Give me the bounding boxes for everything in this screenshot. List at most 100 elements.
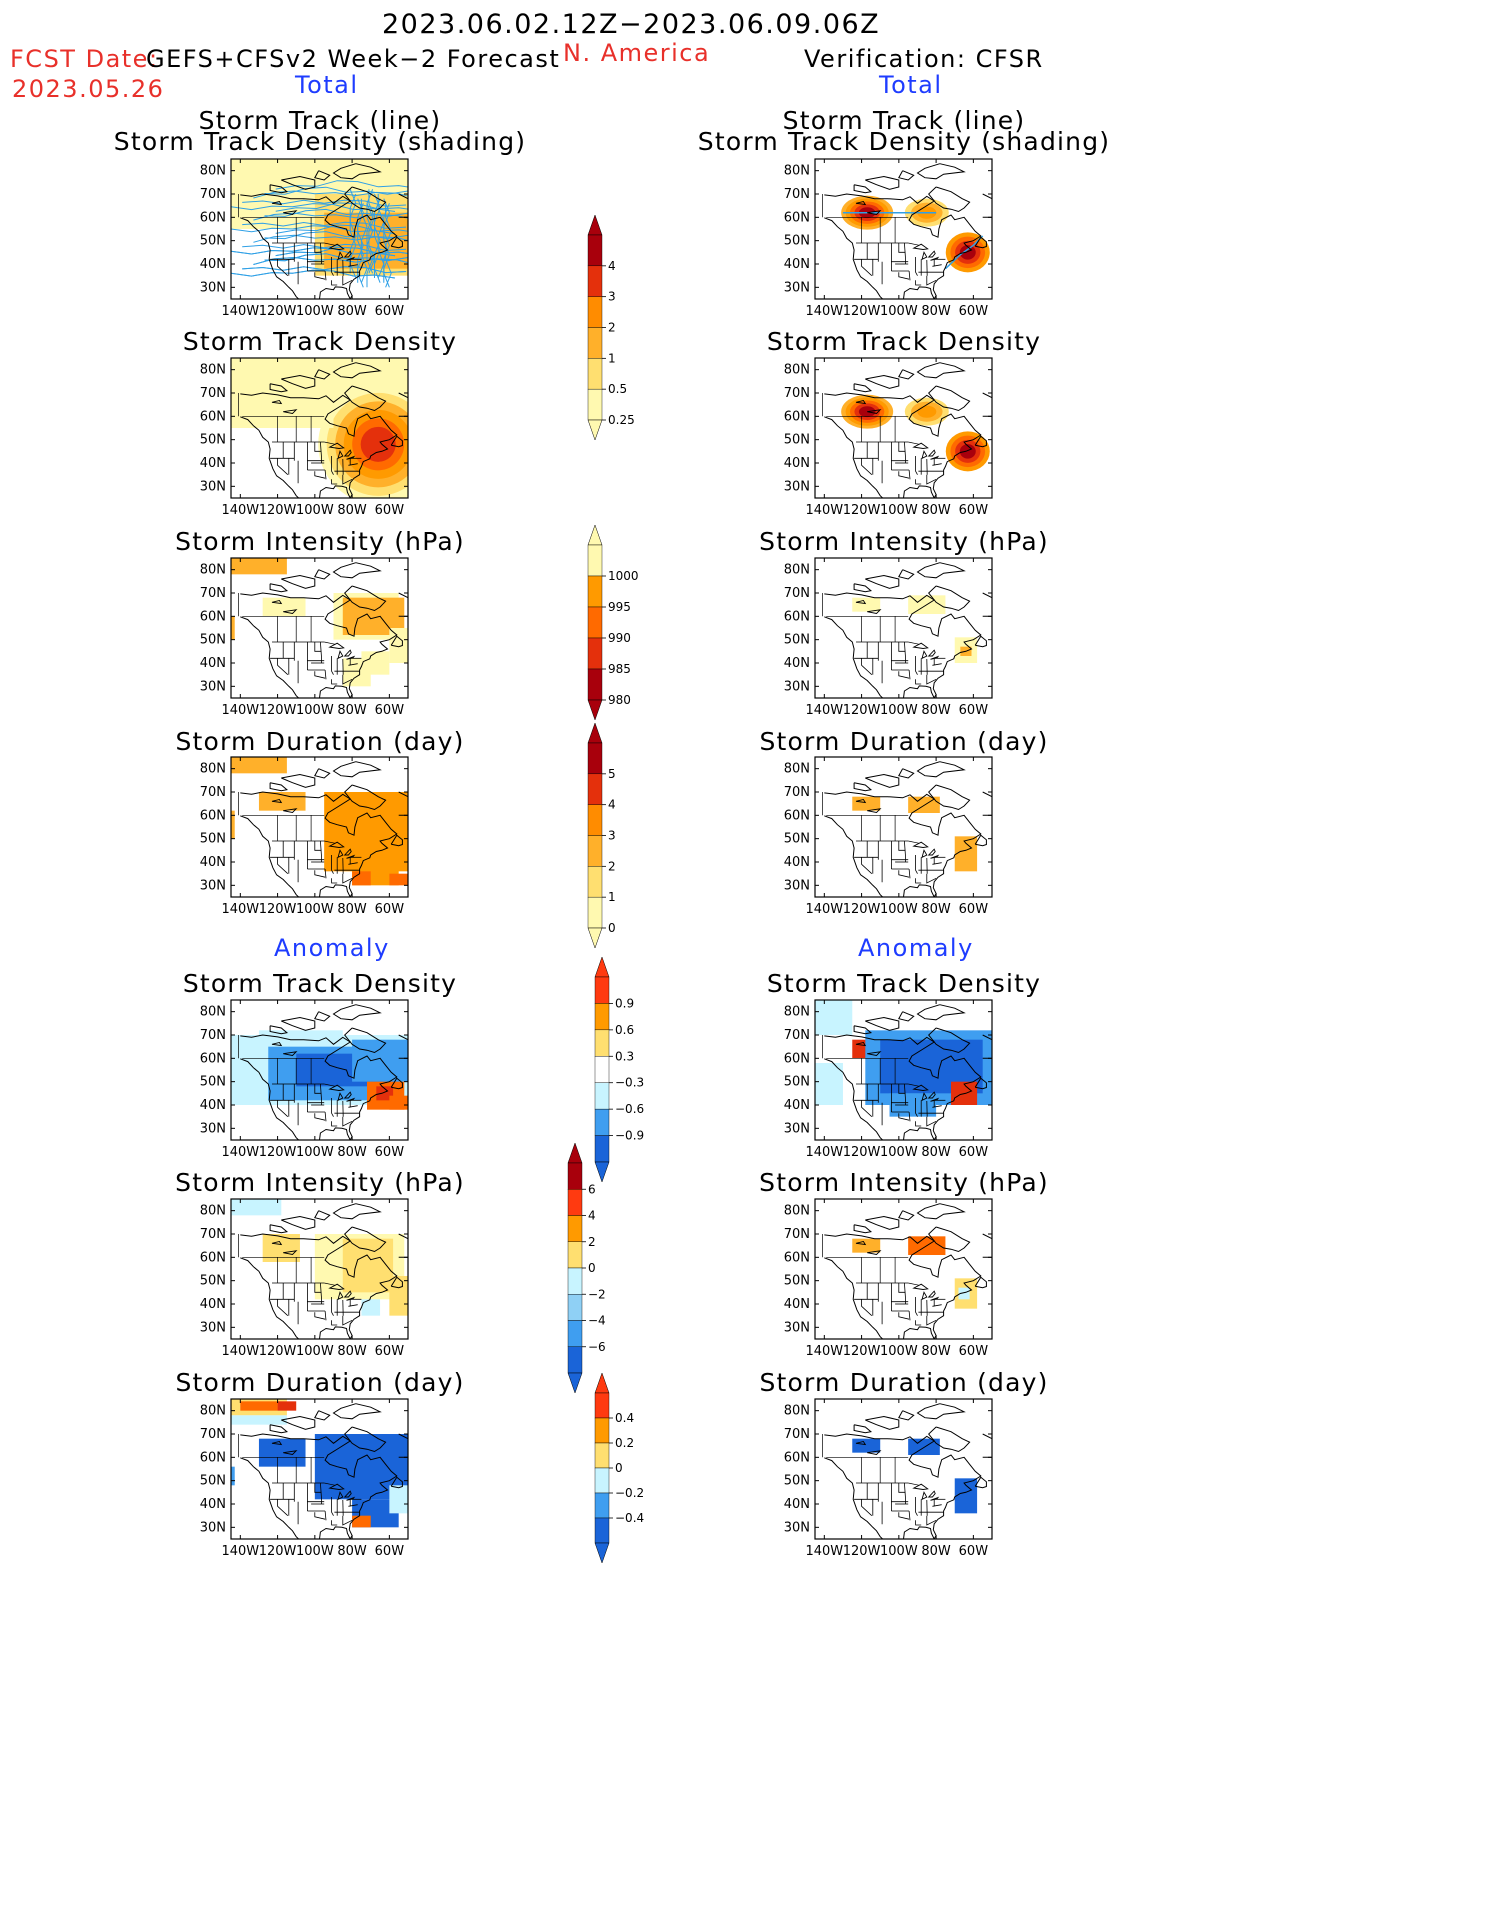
lon-label: 120W [843, 1145, 881, 1160]
lat-label: 30N [200, 1320, 226, 1335]
lon-label: 80W [337, 503, 367, 518]
colorbar-tick-label: 3 [608, 829, 616, 843]
lat-label: 50N [200, 234, 226, 249]
lon-label: 60W [959, 1544, 989, 1559]
colorbar-tick-label: 0 [615, 1461, 623, 1475]
lon-label: 60W [375, 902, 405, 917]
lat-label: 70N [200, 386, 226, 401]
lon-label: 80W [921, 304, 951, 319]
lat-label: 70N [200, 1028, 226, 1043]
lon-label: 60W [375, 503, 405, 518]
lon-label: 140W [805, 902, 843, 917]
lat-label: 80N [200, 1204, 226, 1219]
title-intensity-right: Storm Intensity (hPa) [759, 527, 1049, 556]
lon-label: 120W [843, 503, 881, 518]
fcst-product: GEFS+CFSv2 Week−2 Forecast [146, 45, 561, 73]
lon-label: 80W [337, 304, 367, 319]
colorbar-tick-label: 990 [608, 631, 631, 645]
lon-label: 120W [259, 503, 297, 518]
lon-label: 140W [805, 1544, 843, 1559]
lon-label: 60W [375, 1344, 405, 1359]
colorbar-tick-label: −2 [588, 1287, 606, 1301]
lat-label: 40N [200, 855, 226, 870]
map-duration-anomaly-forecast: 80N 70N 60N 50N 40N 30N 140W 120W 100W 80W 60W [200, 1398, 409, 1565]
map-intensity-anomaly-forecast: 80N 70N 60N 50N 40N 30N 140W 120W 100W 80W 60W [200, 1198, 409, 1365]
lat-label: 80N [784, 363, 810, 378]
lat-label: 70N [200, 1227, 226, 1242]
title-density-left: Storm Track Density [182, 327, 458, 356]
region-label: N. America [563, 39, 711, 67]
title-density-right: Storm Track Density [766, 327, 1042, 356]
lat-label: 40N [784, 1098, 810, 1113]
lon-label: 140W [221, 703, 259, 718]
title-density-anom-right: Storm Track Density [766, 969, 1042, 998]
title-intensity-left: Storm Intensity (hPa) [175, 527, 465, 556]
lon-label: 60W [959, 703, 989, 718]
title-track-line-left: Storm Track (line) [198, 106, 442, 135]
title-track-line-right: Storm Track (line) [782, 106, 1026, 135]
lat-label: 70N [200, 785, 226, 800]
map-duration-verification: 80N 70N 60N 50N 40N 30N 140W 120W 100W 80W 60W [784, 756, 993, 923]
map-duration-forecast: 80N 70N 60N 50N 40N 30N 140W 120W 100W 80W 60W [200, 756, 409, 923]
lat-label: 80N [200, 363, 226, 378]
lat-label: 70N [200, 187, 226, 202]
lon-label: 120W [259, 1344, 297, 1359]
lon-label: 100W [296, 902, 334, 917]
colorbar-tick-label: 0.3 [615, 1049, 634, 1063]
title-duration-anom-left: Storm Duration (day) [175, 1368, 465, 1397]
lat-label: 40N [200, 656, 226, 671]
lon-label: 60W [375, 1145, 405, 1160]
lon-label: 100W [880, 1544, 918, 1559]
verification-label: Verification: CFSR [804, 45, 1044, 73]
map-intensity-verification: 80N 70N 60N 50N 40N 30N 140W 120W 100W 80W 60W [784, 557, 993, 724]
lat-label: 40N [200, 456, 226, 471]
lon-label: 60W [959, 304, 989, 319]
lat-label: 40N [784, 656, 810, 671]
lon-label: 100W [880, 703, 918, 718]
colorbar-tick-label: −0.4 [615, 1511, 644, 1525]
lon-label: 140W [221, 503, 259, 518]
lon-label: 100W [296, 304, 334, 319]
colorbar-tick-label: 1000 [608, 569, 639, 583]
map-density-verification: 80N 70N 60N 50N 40N 30N 140W 120W 100W 80W 60W [784, 357, 993, 524]
lat-label: 60N [200, 609, 226, 624]
lat-label: 50N [784, 433, 810, 448]
lon-label: 60W [375, 1544, 405, 1559]
title-density-anom-left: Storm Track Density [182, 969, 458, 998]
lon-label: 60W [959, 503, 989, 518]
lat-label: 80N [200, 1404, 226, 1419]
lat-label: 80N [784, 164, 810, 179]
lon-label: 100W [296, 1544, 334, 1559]
lat-label: 30N [200, 280, 226, 295]
lat-label: 40N [784, 456, 810, 471]
lon-label: 120W [259, 304, 297, 319]
title-intensity-anom-right: Storm Intensity (hPa) [759, 1168, 1049, 1197]
title-track-shading-right: Storm Track Density (shading) [697, 127, 1111, 156]
lat-label: 40N [784, 257, 810, 272]
colorbar-duration-anomaly: 0.4 0.2 0 −0.2 −0.4 [594, 1372, 655, 1567]
colorbar-duration-total: 5 4 3 2 1 0 [587, 722, 648, 952]
lon-label: 140W [221, 1544, 259, 1559]
lon-label: 100W [296, 1145, 334, 1160]
lon-label: 80W [337, 902, 367, 917]
colorbar-intensity-anomaly: 6 4 2 0 −2 −4 −6 [567, 1142, 628, 1397]
lat-label: 30N [200, 479, 226, 494]
lon-label: 60W [959, 1145, 989, 1160]
section-total-right: Total [879, 71, 943, 99]
colorbar-tick-label: 0.2 [615, 1436, 634, 1450]
lon-label: 140W [221, 304, 259, 319]
lon-label: 80W [921, 503, 951, 518]
lat-label: 30N [784, 878, 810, 893]
colorbar-tick-label: −0.3 [615, 1076, 644, 1090]
colorbar-tick-label: 0.6 [615, 1023, 634, 1037]
lat-label: 60N [784, 609, 810, 624]
lat-label: 70N [784, 586, 810, 601]
section-anomaly-right: Anomaly [858, 934, 974, 962]
title-duration-right: Storm Duration (day) [759, 727, 1049, 756]
colorbar-tick-label: 2 [608, 859, 616, 873]
colorbar-tick-label: −0.9 [615, 1129, 644, 1143]
lon-label: 100W [880, 503, 918, 518]
colorbar-tick-label: −0.2 [615, 1486, 644, 1500]
lon-label: 140W [805, 1145, 843, 1160]
colorbar-tick-label: 3 [608, 290, 616, 304]
